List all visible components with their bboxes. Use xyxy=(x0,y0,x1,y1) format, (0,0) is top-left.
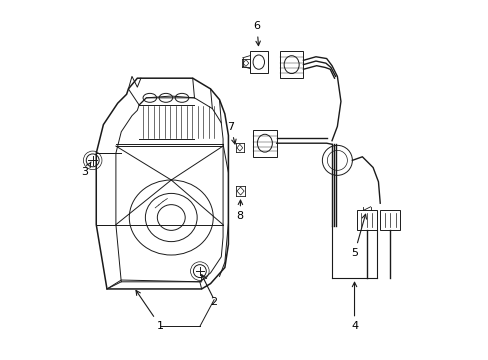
Text: 3: 3 xyxy=(81,162,91,177)
Text: 5: 5 xyxy=(350,214,366,258)
Text: 1: 1 xyxy=(136,291,163,332)
Text: 7: 7 xyxy=(227,122,236,144)
Text: 2: 2 xyxy=(210,297,217,307)
Text: 4: 4 xyxy=(350,282,357,332)
Text: 6: 6 xyxy=(253,21,260,46)
Text: 8: 8 xyxy=(236,200,244,221)
